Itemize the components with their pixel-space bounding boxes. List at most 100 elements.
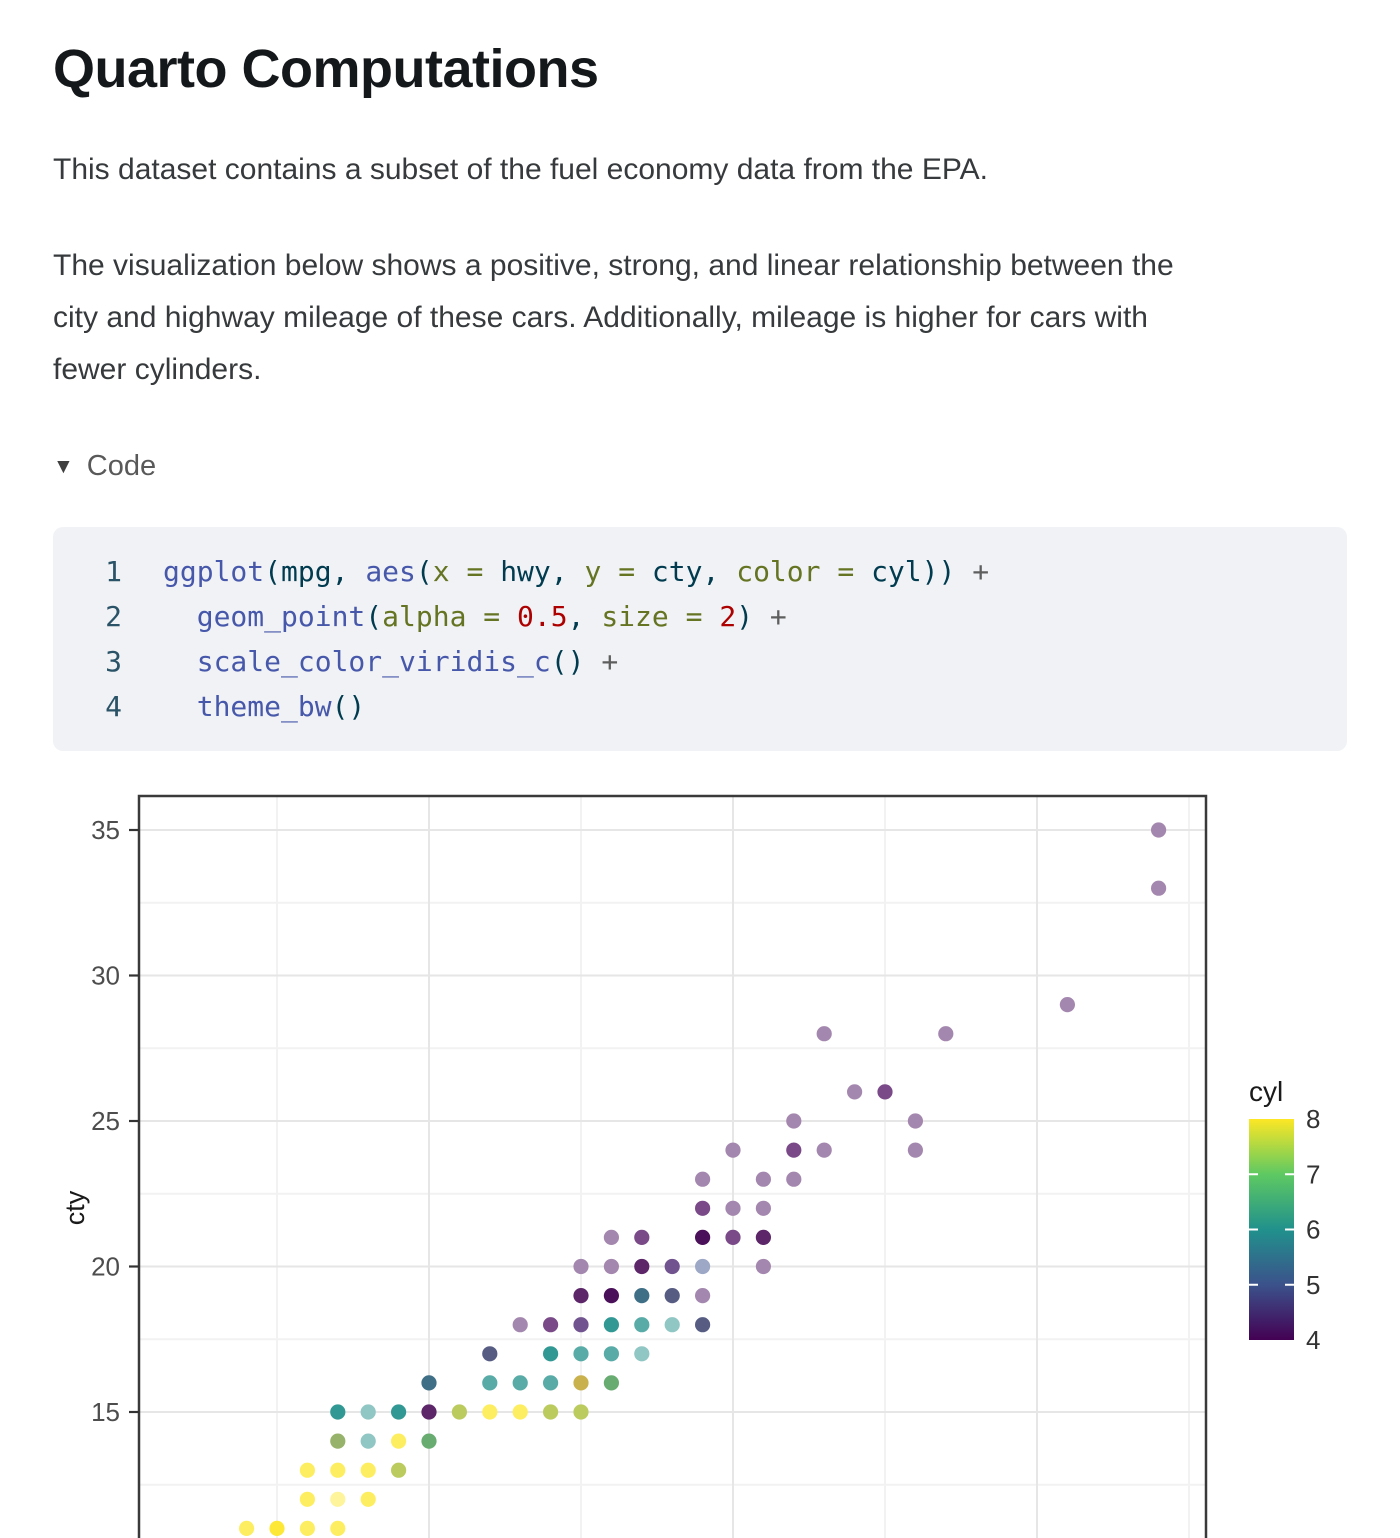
legend-label: 4: [1306, 1325, 1320, 1355]
scatter-point: [603, 1317, 620, 1333]
scatter-point: [664, 1317, 680, 1333]
scatter-point: [360, 1491, 376, 1507]
legend-title: cyl: [1249, 1076, 1283, 1107]
scatter-point: [299, 1462, 315, 1478]
scatter-point: [360, 1433, 376, 1449]
scatter-point: [907, 1113, 924, 1129]
chevron-down-icon: ▼: [53, 455, 74, 478]
legend-label: 8: [1306, 1104, 1320, 1134]
legend-label: 6: [1306, 1215, 1320, 1245]
scatter-point: [786, 1142, 802, 1158]
document-body: Quarto Computations This dataset contain…: [0, 38, 1400, 751]
code-text: scale_color_viridis_c() +: [196, 645, 619, 678]
scatter-point: [391, 1433, 407, 1449]
y-axis-title: cty: [60, 1190, 90, 1225]
scatter-point: [695, 1258, 711, 1275]
scatter-point: [664, 1258, 680, 1275]
scatter-point: [938, 1026, 954, 1042]
scatter-point: [725, 1200, 741, 1216]
scatter-point: [330, 1491, 346, 1507]
scatter-point: [512, 1317, 528, 1333]
scatter-point: [603, 1229, 620, 1245]
scatter-point: [755, 1258, 772, 1275]
scatter-point: [360, 1404, 376, 1420]
scatter-point: [695, 1200, 711, 1216]
scatter-point: [421, 1404, 437, 1420]
scatter-point: [573, 1317, 589, 1333]
code-text: ggplot(mpg, aes(x = hwy, y = cty, color …: [163, 555, 990, 588]
scatter-point: [482, 1375, 498, 1391]
scatter-point: [755, 1171, 772, 1187]
scatter-point: [451, 1404, 467, 1420]
scatter-point: [421, 1433, 437, 1449]
scatter-point: [573, 1288, 589, 1304]
scatter-point: [695, 1171, 711, 1187]
scatter-point: [330, 1520, 346, 1536]
scatter-point: [512, 1404, 528, 1420]
line-number: 1: [105, 555, 122, 588]
scatter-point: [664, 1288, 680, 1304]
scatter-point: [725, 1229, 741, 1245]
scatter-point: [543, 1375, 559, 1391]
code-line: 2 geom_point(alpha = 0.5, size = 2) +: [53, 594, 1327, 639]
line-number: 3: [105, 645, 122, 678]
scatter-point: [573, 1258, 589, 1275]
scatter-point: [603, 1288, 620, 1304]
paragraph-intro: This dataset contains a subset of the fu…: [53, 153, 988, 186]
line-number: 2: [105, 600, 122, 633]
scatter-point: [847, 1084, 863, 1100]
legend-label: 5: [1306, 1270, 1320, 1300]
scatter-point: [239, 1520, 255, 1536]
scatter-point: [1059, 997, 1075, 1013]
scatter-point: [816, 1026, 832, 1042]
scatter-point: [1151, 822, 1167, 838]
scatter-point: [695, 1229, 711, 1245]
scatter-point: [573, 1404, 589, 1420]
scatter-point: [512, 1375, 528, 1391]
scatter-point: [573, 1346, 589, 1362]
scatter-point: [786, 1113, 802, 1129]
scatter-point: [543, 1317, 559, 1333]
scatter-point: [634, 1229, 650, 1245]
scatter-point: [299, 1520, 315, 1536]
scatter-point: [330, 1462, 346, 1478]
scatter-point: [695, 1317, 711, 1333]
scatter-point: [634, 1346, 650, 1362]
code-line: 1 ggplot(mpg, aes(x = hwy, y = cty, color…: [53, 549, 1327, 594]
legend-label: 7: [1306, 1159, 1320, 1189]
code-line: 4 theme_bw(): [53, 684, 1327, 729]
y-tick-label: 15: [91, 1397, 120, 1427]
scatter-point: [330, 1404, 346, 1420]
y-tick-label: 30: [91, 961, 120, 991]
paragraph-description: The visualization below shows a positive…: [53, 249, 1174, 386]
scatter-point: [573, 1375, 589, 1391]
panel-border: [137, 794, 1208, 1538]
scatter-point: [603, 1258, 620, 1275]
scatter-point: [603, 1346, 620, 1362]
scatter-point: [391, 1404, 407, 1420]
scatter-point: [482, 1404, 498, 1420]
scatter-plot-image: 35 30 25 20 15 cty cyl 8 7 6 5 4: [60, 794, 1320, 1538]
y-tick-label: 20: [91, 1252, 120, 1282]
code-text: theme_bw(): [196, 690, 366, 723]
scatter-point: [786, 1171, 802, 1187]
scatter-point: [543, 1346, 559, 1362]
scatter-point: [360, 1462, 376, 1478]
scatter-point: [603, 1375, 620, 1391]
scatter-point: [755, 1200, 772, 1216]
code-text: geom_point(alpha = 0.5, size = 2) +: [196, 600, 787, 633]
scatter-point: [877, 1084, 893, 1100]
page-title: Quarto Computations: [53, 39, 599, 99]
scatter-point: [816, 1142, 832, 1158]
scatter-point: [330, 1433, 346, 1449]
scatter-point: [695, 1288, 711, 1304]
scatter-point: [269, 1520, 285, 1536]
plot-panel: [139, 796, 1206, 1538]
code-disclosure-toggle[interactable]: ▼ Code: [53, 450, 156, 483]
y-tick-label: 35: [91, 815, 120, 845]
scatter-point: [421, 1375, 437, 1391]
scatter-point: [634, 1317, 650, 1333]
code-line: 3 scale_color_viridis_c() +: [53, 639, 1327, 684]
scatter-point: [299, 1491, 315, 1507]
scatter-point: [725, 1142, 741, 1158]
